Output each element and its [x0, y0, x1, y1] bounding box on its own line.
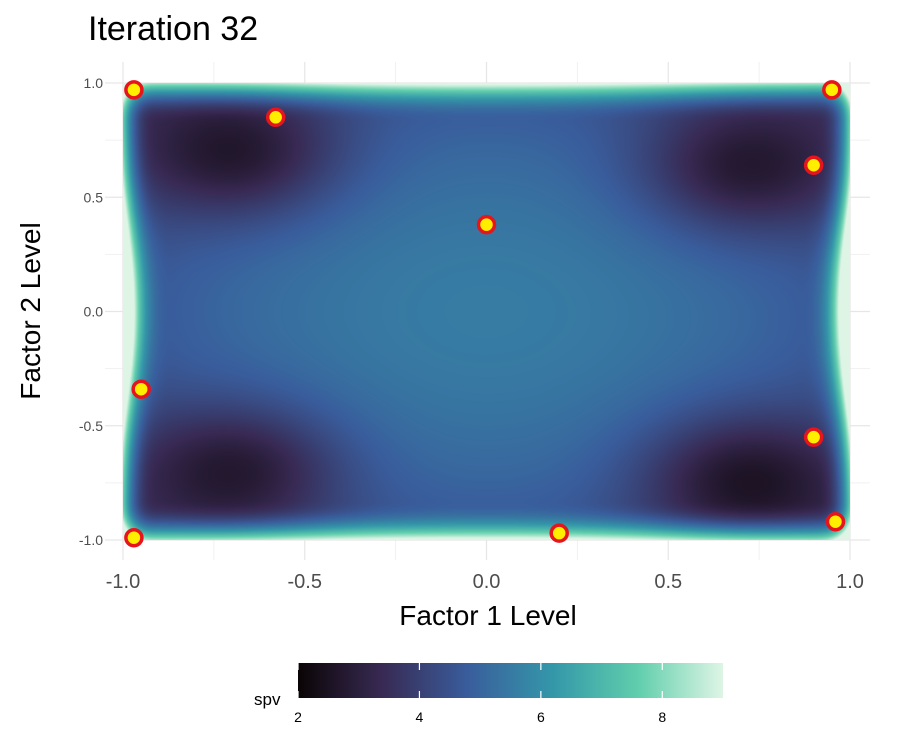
x-axis-title: Factor 1 Level [399, 600, 576, 631]
design-point [825, 511, 846, 532]
design-point [822, 80, 842, 100]
y-tick-label: -0.5 [79, 418, 103, 434]
design-point [124, 80, 144, 100]
colorbar-ticks: 2 4 6 8 [294, 663, 666, 725]
colorbar-legend: spv 2 4 6 8 [254, 663, 723, 725]
heatmap-surface [123, 83, 850, 540]
chart-title: Iteration 32 [88, 10, 258, 48]
colorbar-tick-label: 2 [294, 709, 302, 725]
colorbar-tick-label: 8 [658, 709, 666, 725]
y-axis-ticks: -1.0 -0.5 0.0 0.5 1.0 [79, 75, 103, 548]
x-tick-label: 1.0 [836, 571, 864, 593]
x-tick-label: -1.0 [106, 571, 140, 593]
colorbar [298, 663, 723, 698]
colorbar-tick-label: 6 [537, 709, 545, 725]
design-point [124, 527, 144, 548]
design-point [131, 379, 151, 399]
design-point [265, 107, 286, 128]
x-tick-label: 0.0 [473, 571, 501, 593]
y-tick-label: -1.0 [79, 532, 103, 548]
x-axis-ticks: -1.0 -0.5 0.0 0.5 1.0 [106, 571, 864, 593]
design-point [803, 427, 824, 447]
y-axis-title: Factor 2 Level [15, 222, 46, 399]
y-tick-label: 0.0 [84, 304, 104, 320]
y-tick-label: 0.5 [84, 189, 104, 205]
x-tick-label: 0.5 [654, 571, 682, 593]
design-point [803, 155, 824, 176]
x-tick-label: -0.5 [288, 571, 322, 593]
design-points [124, 80, 846, 548]
design-point [549, 523, 569, 543]
colorbar-tick-label: 4 [416, 709, 424, 725]
legend-title: spv [254, 690, 281, 709]
design-point [476, 214, 497, 235]
y-tick-label: 1.0 [84, 75, 104, 91]
